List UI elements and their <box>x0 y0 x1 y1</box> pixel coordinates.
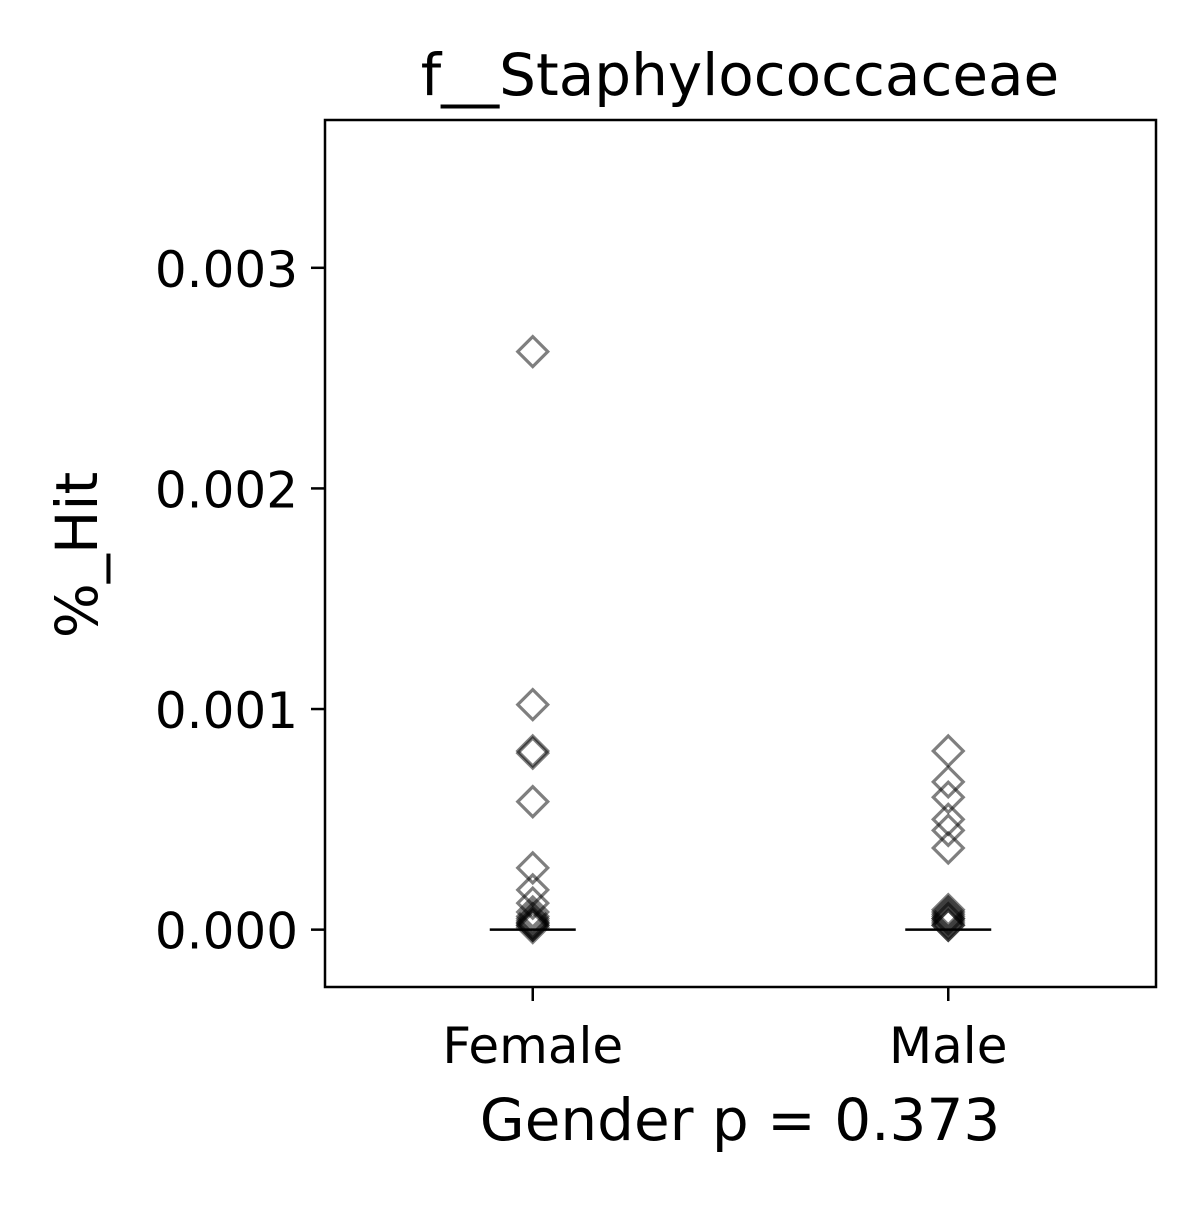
y-tick-label: 0.001 <box>155 682 298 740</box>
data-point <box>515 733 551 769</box>
data-point <box>515 735 551 771</box>
y-tick-label: 0.003 <box>155 241 298 299</box>
x-axis: Female Male <box>442 987 1007 1075</box>
data-point <box>930 830 966 866</box>
data-point <box>515 885 551 921</box>
data-point <box>515 910 551 945</box>
data-point <box>930 802 966 837</box>
y-axis-label: %_Hit <box>43 472 111 639</box>
data-point <box>515 687 551 722</box>
data-point <box>930 813 966 848</box>
y-axis: 0.000 0.001 0.002 0.003 <box>155 241 325 961</box>
data-point <box>515 334 551 369</box>
data-points <box>515 334 966 945</box>
data-point <box>930 764 966 800</box>
plot-frame <box>323 118 1158 989</box>
x-axis-label: Gender p = 0.373 <box>480 1086 1001 1154</box>
x-tick-label-male: Male <box>889 1017 1007 1075</box>
chart-title: f__Staphylococcaceae <box>421 41 1060 109</box>
data-point <box>930 780 966 815</box>
data-point <box>930 907 966 943</box>
data-point <box>515 894 551 930</box>
data-point <box>930 733 966 769</box>
x-tick-label-female: Female <box>442 1017 623 1075</box>
data-point <box>515 850 551 886</box>
y-tick-label: 0.000 <box>155 903 298 961</box>
data-point <box>515 784 551 819</box>
y-tick-label: 0.002 <box>155 461 298 519</box>
